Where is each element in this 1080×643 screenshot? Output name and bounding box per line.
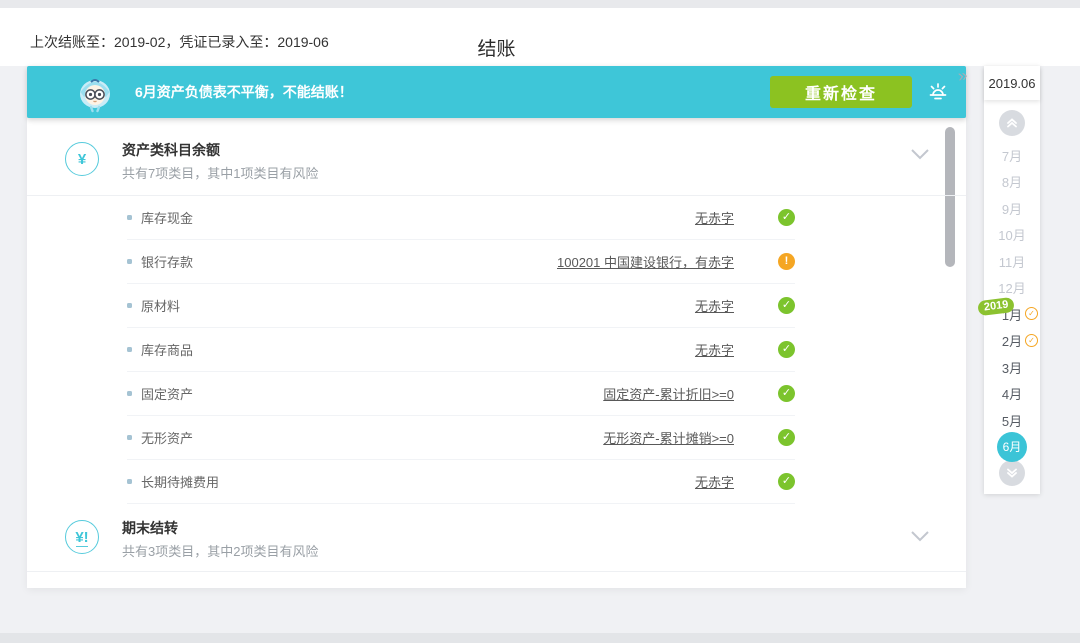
status-icon <box>778 341 795 358</box>
timeline-month[interactable]: 10月 ✓ <box>984 222 1040 249</box>
timeline-month[interactable]: 3月 ✓ <box>984 354 1040 381</box>
bullet-icon <box>127 215 132 220</box>
check-detail-link[interactable]: 无赤字 <box>694 475 734 490</box>
collapse-timeline-icon[interactable]: » <box>956 65 969 86</box>
month-label: 4月 <box>1001 387 1023 403</box>
account-label: 长期待摊费用 <box>141 475 220 490</box>
notice-banner: 6月资产负债表不平衡，不能结账！ 重新检查 <box>27 66 966 118</box>
list-item: 无形资产 无形资产-累计摊销>=0 <box>127 416 795 460</box>
yen-glyph: ¥ <box>77 150 87 168</box>
month-label: 8月 <box>1001 175 1023 191</box>
month-label: 11月 <box>998 254 1026 270</box>
account-label: 银行存款 <box>141 255 194 270</box>
list-item: 银行存款 100201 中国建设银行，有赤字 <box>127 240 795 284</box>
bullet-icon <box>127 479 132 484</box>
list-item: 库存现金 无赤字 <box>127 196 795 240</box>
list-item: 库存商品 无赤字 <box>127 328 795 372</box>
month-label: 5月 <box>1001 413 1023 429</box>
month-label: 2月 <box>1001 334 1023 350</box>
chevron-double-down-icon <box>1007 468 1017 478</box>
timeline-month[interactable]: 12月 ✓ <box>984 275 1040 302</box>
check-detail-link[interactable]: 无形资产-累计摊销>=0 <box>603 431 734 446</box>
section-title: 期末结转 <box>122 520 178 536</box>
section-title: 资产类科目余额 <box>122 142 220 158</box>
list-item: 固定资产 固定资产-累计折旧>=0 <box>127 372 795 416</box>
check-detail-link[interactable]: 无赤字 <box>694 211 734 226</box>
month-label: 12月 <box>998 281 1026 297</box>
list-item: 长期待摊费用 无赤字 <box>127 460 795 504</box>
account-label: 原材料 <box>141 299 181 314</box>
main-panel: ¥ 资产类科目余额 共有7项类目，其中1项类目有风险 库存现金 无赤字 银行存款… <box>27 118 966 588</box>
account-label: 固定资产 <box>141 387 194 402</box>
timeline-month[interactable]: 8月 ✓ <box>984 169 1040 196</box>
top-edge-strip <box>0 0 1080 8</box>
panel-scrollbar[interactable] <box>945 127 955 267</box>
check-detail-link[interactable]: 固定资产-累计折旧>=0 <box>603 387 734 402</box>
list-item: 原材料 无赤字 <box>127 284 795 328</box>
assets-check-list: 库存现金 无赤字 银行存款 100201 中国建设银行，有赤字 原材料 无赤字 … <box>127 196 795 504</box>
status-icon <box>778 253 795 270</box>
month-label: 10月 <box>998 228 1026 244</box>
timeline-month[interactable]: 4月 ✓ <box>984 381 1040 408</box>
timeline-month[interactable]: 2月 ✓ <box>984 328 1040 355</box>
recheck-button[interactable]: 重新检查 <box>770 76 912 108</box>
page-header: 上次结账至：2019-02，凭证已录入至：2019-06 结账 <box>0 8 1080 66</box>
chevron-down-icon[interactable] <box>910 146 930 162</box>
check-detail-link[interactable]: 无赤字 <box>694 343 734 358</box>
status-icon <box>778 297 795 314</box>
account-label: 库存商品 <box>141 343 194 358</box>
timeline-month[interactable]: 7月 ✓ <box>984 142 1040 169</box>
timeline-month[interactable]: 1月 ✓ <box>984 301 1040 328</box>
timeline-month[interactable]: 11月 ✓ <box>984 248 1040 275</box>
carryover-yen-icon: ¥! <box>65 520 99 554</box>
banner-message: 6月资产负债表不平衡，不能结账！ <box>135 84 353 100</box>
mascot-icon <box>80 79 110 113</box>
alarm-lamp-icon[interactable] <box>926 80 950 104</box>
timeline-month[interactable]: 9月 ✓ <box>984 195 1040 222</box>
account-label: 无形资产 <box>141 431 194 446</box>
month-label: 6月 <box>997 431 1027 462</box>
closing-status-text: 上次结账至：2019-02，凭证已录入至：2019-06 <box>30 34 329 50</box>
yen-circle-icon: ¥ <box>65 142 99 176</box>
timeline-month[interactable]: 5月 ✓ <box>984 407 1040 434</box>
status-icon <box>778 385 795 402</box>
check-detail-link[interactable]: 无赤字 <box>694 299 734 314</box>
status-icon <box>778 473 795 490</box>
bullet-icon <box>127 435 132 440</box>
page-title: 结账 <box>477 39 516 60</box>
month-label: 7月 <box>1001 148 1023 164</box>
section-carryover-header: ¥! 期末结转 共有3项类目，其中2项类目有风险 <box>27 504 966 572</box>
month-label: 9月 <box>1001 201 1023 217</box>
check-detail-link[interactable]: 100201 中国建设银行，有赤字 <box>557 255 734 270</box>
status-icon <box>778 429 795 446</box>
bullet-icon <box>127 391 132 396</box>
chevron-down-icon[interactable] <box>910 528 930 544</box>
bullet-icon <box>127 259 132 264</box>
bullet-icon <box>127 303 132 308</box>
month-list: 7月 ✓ 8月 ✓ 9月 ✓ 10月 ✓ 11月 ✓ 12月 ✓ <box>984 142 1040 462</box>
section-subtitle: 共有3项类目，其中2项类目有风险 <box>122 544 319 559</box>
account-label: 库存现金 <box>141 211 194 226</box>
current-period-label: 2019.06 <box>984 66 1040 100</box>
timeline-month[interactable]: 6月 ✓ <box>984 431 1040 462</box>
closed-check-icon: ✓ <box>1025 333 1038 347</box>
period-timeline-panel: 2019.06 7月 ✓ 8月 ✓ 9月 ✓ 10月 ✓ <box>977 66 1040 494</box>
timeline-scroll-up-button[interactable] <box>999 110 1025 136</box>
month-label: 3月 <box>1001 360 1023 376</box>
yen-exclaim-glyph: ¥! <box>75 528 89 546</box>
bullet-icon <box>127 347 132 352</box>
bottom-edge-strip <box>0 633 1080 643</box>
closed-check-icon: ✓ <box>1025 307 1038 320</box>
section-subtitle: 共有7项类目，其中1项类目有风险 <box>122 166 319 181</box>
status-icon <box>778 209 795 226</box>
timeline-scroll-down-button[interactable] <box>999 460 1025 486</box>
chevron-double-up-icon <box>1007 118 1017 128</box>
section-assets-header: ¥ 资产类科目余额 共有7项类目，其中1项类目有风险 <box>27 118 966 196</box>
